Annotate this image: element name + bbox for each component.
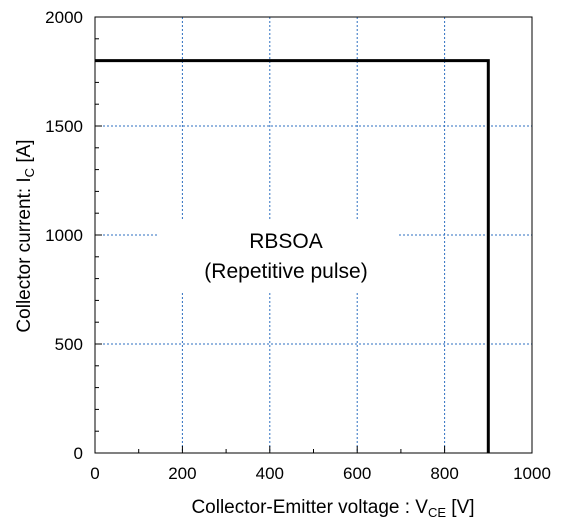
y-axis-title: Collector current: IC [A] [14,139,37,332]
tick-labels-layer: 0 200 400 600 800 1000 0 500 1000 1500 2000 [45,8,551,483]
y-tick-label: 2000 [45,8,83,27]
y-tick-label: 1000 [45,226,83,245]
x-axis-title-suffix: [V] [446,497,475,518]
rbsoa-boundary-line [95,59,490,453]
x-tick-label: 0 [90,464,99,483]
x-tick-label: 400 [256,464,284,483]
y-tick-label: 500 [55,335,83,354]
x-tick-label: 1000 [513,464,551,483]
x-axis-title-prefix: Collector-Emitter voltage : V [191,497,428,518]
x-tick-label: 800 [430,464,458,483]
y-axis-title-prefix: Collector current: I [14,177,35,332]
x-tick-label: 200 [168,464,196,483]
y-tick-label: 1500 [45,117,83,136]
annotation-rbsoa: RBSOA [249,230,323,253]
y-tick-label: 0 [74,444,83,463]
y-axis-title-subscript: C [22,168,37,177]
ticks-layer [94,16,533,454]
x-tick-label: 600 [343,464,371,483]
y-axis-title-suffix: [A] [14,139,35,168]
x-axis-title-subscript: CE [428,505,446,520]
annotation-background [159,220,399,292]
annotation-repetitive-pulse: (Repetitive pulse) [204,260,367,283]
series-layer [95,59,490,453]
x-axis-title: Collector-Emitter voltage : VCE [V] [191,497,474,520]
